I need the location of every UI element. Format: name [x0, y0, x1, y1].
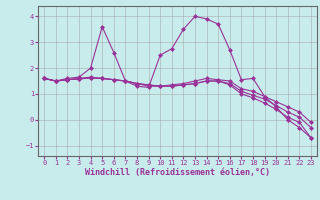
X-axis label: Windchill (Refroidissement éolien,°C): Windchill (Refroidissement éolien,°C)	[85, 168, 270, 177]
